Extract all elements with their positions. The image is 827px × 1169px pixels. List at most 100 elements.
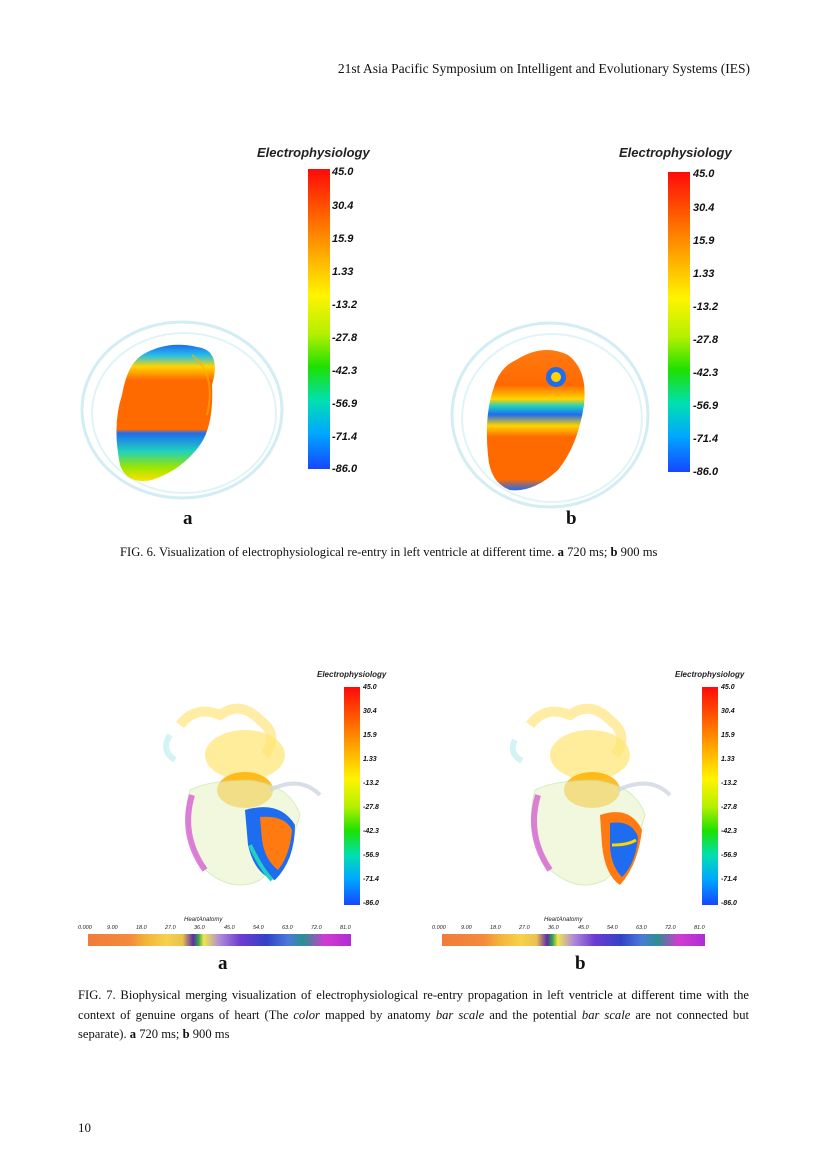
caption-text: 900 ms <box>189 1027 230 1041</box>
caption-text: FIG. 6. Visualization of electrophysiolo… <box>120 545 558 559</box>
fig6b-colorbar: Electrophysiology 45.0 30.4 15.9 1.33 -1… <box>619 145 759 485</box>
colorbar-tick: 45.0 <box>363 684 377 691</box>
caption-emphasis: bar scale <box>581 1007 631 1022</box>
caption-emphasis: bar scale <box>435 1007 485 1022</box>
fig6a-heart-render <box>80 320 284 500</box>
caption-emphasis: color <box>293 1007 320 1022</box>
colorbar-tick: 1.33 <box>332 266 354 278</box>
colorbar-tick: -86.0 <box>363 900 379 907</box>
colorbar-title: Electrophysiology <box>257 145 370 160</box>
colorbar-tick: 1.33 <box>693 268 715 280</box>
anatomy-tick: 0.000 <box>78 925 92 931</box>
running-header: 21st Asia Pacific Symposium on Intellige… <box>337 61 750 76</box>
fig7a-anatomy-scale: HeartAnatomy 0.000 9.00 18.0 27.0 36.0 4… <box>76 917 376 949</box>
colorbar-tick: -27.8 <box>332 332 358 344</box>
caption-text: 720 ms; <box>136 1027 183 1041</box>
anatomy-tick: 81.0 <box>340 925 351 931</box>
anatomy-tick: 36.0 <box>194 925 205 931</box>
anatomy-tick: 18.0 <box>490 925 501 931</box>
anatomy-tick: 72.0 <box>311 925 322 931</box>
colorbar-tick: -27.8 <box>363 804 379 811</box>
figure-7-caption: FIG. 7. Biophysical merging visualizatio… <box>78 986 749 1045</box>
colorbar-title: Electrophysiology <box>317 670 387 679</box>
colorbar-tick: -13.2 <box>363 780 379 787</box>
colorbar-tick: -71.4 <box>721 876 737 883</box>
caption-text: and the potential <box>484 1007 582 1022</box>
colorbar-tick: -56.9 <box>363 852 379 859</box>
colorbar-tick: 45.0 <box>332 166 354 178</box>
colorbar-tick: -86.0 <box>693 466 719 478</box>
panel-label-a: a <box>218 953 228 974</box>
colorbar-tick: 30.4 <box>332 200 354 212</box>
anatomy-tick: 63.0 <box>636 925 647 931</box>
anatomy-tick: 9.00 <box>107 925 118 931</box>
colorbar-tick: 1.33 <box>721 756 735 763</box>
caption-panel-a: a <box>129 1027 137 1041</box>
fig7b-colorbar: Electrophysiology 45.0 30.4 15.9 1.33 -1… <box>675 670 755 915</box>
colorbar-gradient <box>702 687 718 905</box>
colorbar-tick: 1.33 <box>363 756 377 763</box>
colorbar-tick: -13.2 <box>332 299 358 311</box>
colorbar-tick: 45.0 <box>693 168 715 180</box>
page-number: 10 <box>78 1120 91 1135</box>
fig6b-heart-render <box>450 321 650 509</box>
colorbar-title: Electrophysiology <box>619 145 732 160</box>
panel-label-b: b <box>575 953 586 974</box>
caption-text: are not connected but separate). <box>78 1007 749 1042</box>
colorbar-tick: 45.0 <box>721 684 735 691</box>
caption-text: 720 ms; <box>563 545 611 559</box>
anatomy-tick: 27.0 <box>519 925 530 931</box>
colorbar-tick: 15.9 <box>693 235 715 247</box>
colorbar-tick: -13.2 <box>693 301 719 313</box>
colorbar-tick: -42.3 <box>693 367 719 379</box>
anatomy-tick: 0.000 <box>432 925 446 931</box>
colorbar-tick: -13.2 <box>721 780 737 787</box>
fig6a-colorbar: Electrophysiology 45.0 30.4 15.9 1.33 -1… <box>257 145 397 485</box>
anatomy-tick: 36.0 <box>548 925 559 931</box>
colorbar-tick: 15.9 <box>721 732 735 739</box>
anatomy-scale-gradient <box>88 934 351 946</box>
colorbar-tick: -42.3 <box>363 828 379 835</box>
anatomy-tick: 54.0 <box>253 925 264 931</box>
anatomy-scale-title: HeartAnatomy <box>184 917 223 923</box>
colorbar-tick: -56.9 <box>693 400 719 412</box>
anatomy-tick: 45.0 <box>224 925 235 931</box>
caption-text: FIG. 7. Biophysical merging visualizatio… <box>78 988 749 1022</box>
anatomy-tick: 45.0 <box>578 925 589 931</box>
fig7b-anatomy-scale: HeartAnatomy 0.000 9.00 18.0 27.0 36.0 4… <box>430 917 730 949</box>
colorbar-tick: -71.4 <box>332 431 358 443</box>
colorbar-tick: -86.0 <box>721 900 737 907</box>
colorbar-tick: -71.4 <box>363 876 379 883</box>
panel-label-b: b <box>566 508 577 529</box>
colorbar-tick: -71.4 <box>693 433 719 445</box>
anatomy-tick: 63.0 <box>282 925 293 931</box>
colorbar-tick: 15.9 <box>332 233 354 245</box>
anatomy-tick: 18.0 <box>136 925 147 931</box>
anatomy-scale-gradient <box>442 934 705 946</box>
panel-label-a: a <box>183 508 193 529</box>
colorbar-tick: 30.4 <box>363 708 377 715</box>
caption-text: 900 ms <box>617 545 658 559</box>
fig7a-heart-anatomy-render <box>163 703 322 886</box>
figure-6-caption: FIG. 6. Visualization of electrophysiolo… <box>120 543 780 563</box>
colorbar-tick: -42.3 <box>332 365 358 377</box>
colorbar-tick: -56.9 <box>721 852 737 859</box>
caption-panel-a: a <box>557 545 564 559</box>
anatomy-tick: 72.0 <box>665 925 676 931</box>
anatomy-tick: 27.0 <box>165 925 176 931</box>
colorbar-tick: 30.4 <box>721 708 735 715</box>
caption-panel-b: b <box>610 545 618 559</box>
colorbar-tick: -27.8 <box>693 334 719 346</box>
anatomy-tick: 9.00 <box>461 925 472 931</box>
colorbar-tick: -27.8 <box>721 804 737 811</box>
colorbar-tick: -56.9 <box>332 398 358 410</box>
colorbar-tick: -42.3 <box>721 828 737 835</box>
colorbar-gradient <box>308 169 330 469</box>
anatomy-scale-title: HeartAnatomy <box>544 917 583 923</box>
caption-panel-b: b <box>182 1027 190 1041</box>
anatomy-tick: 54.0 <box>607 925 618 931</box>
fig7b-heart-anatomy-render <box>509 703 672 886</box>
anatomy-tick: 81.0 <box>694 925 705 931</box>
caption-text: mapped by anatomy <box>319 1007 436 1022</box>
colorbar-tick: 30.4 <box>693 202 715 214</box>
